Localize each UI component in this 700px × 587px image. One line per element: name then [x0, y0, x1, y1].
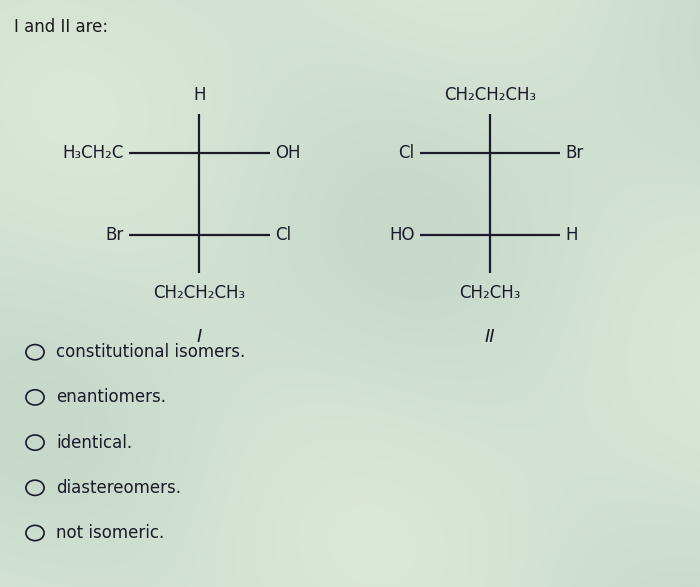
Text: diastereomers.: diastereomers.: [56, 479, 181, 497]
Text: H₃CH₂C: H₃CH₂C: [62, 144, 124, 161]
Text: constitutional isomers.: constitutional isomers.: [56, 343, 245, 361]
Text: not isomeric.: not isomeric.: [56, 524, 164, 542]
Text: Cl: Cl: [398, 144, 414, 161]
Text: HO: HO: [389, 226, 414, 244]
Text: H: H: [193, 86, 206, 104]
Text: enantiomers.: enantiomers.: [56, 389, 166, 406]
Text: H: H: [566, 226, 578, 244]
Text: I and II are:: I and II are:: [14, 18, 108, 36]
Text: II: II: [484, 328, 495, 346]
Text: CH₂CH₂CH₃: CH₂CH₂CH₃: [444, 86, 536, 104]
Text: OH: OH: [275, 144, 300, 161]
Text: CH₂CH₃: CH₂CH₃: [459, 284, 521, 302]
Text: identical.: identical.: [56, 434, 132, 451]
Text: Br: Br: [566, 144, 584, 161]
Text: Cl: Cl: [275, 226, 291, 244]
Text: CH₂CH₂CH₃: CH₂CH₂CH₃: [153, 284, 246, 302]
Text: Br: Br: [106, 226, 124, 244]
Text: I: I: [197, 328, 202, 346]
